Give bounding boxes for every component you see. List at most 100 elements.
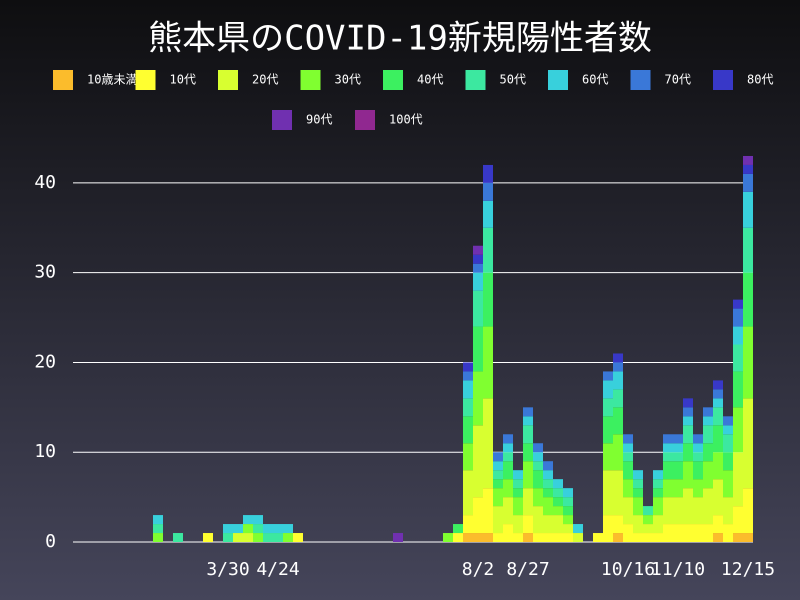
x-tick-label: 10/16: [601, 559, 655, 580]
bar-segment: [483, 200, 493, 228]
bar-segment: [713, 380, 723, 390]
bar-segment: [463, 371, 473, 381]
bar-segment: [613, 470, 623, 516]
bar-segment: [483, 398, 493, 489]
bar-segment: [473, 326, 483, 372]
legend-label: 10代: [170, 73, 196, 87]
bar-segment: [503, 479, 513, 498]
bar-segment: [733, 407, 743, 453]
bar-segment: [543, 479, 553, 489]
legend-label: 20代: [252, 73, 278, 87]
bar-segment: [473, 425, 483, 498]
bar-segment: [743, 155, 753, 165]
bar-segment: [153, 533, 163, 542]
bar-segment: [643, 533, 653, 542]
legend-swatch: [465, 70, 486, 90]
bar-segment: [733, 344, 743, 372]
bar-segment: [733, 371, 743, 408]
bar-segment: [663, 479, 673, 498]
x-tick-label: 12/15: [721, 559, 775, 580]
bar-segment: [543, 515, 553, 534]
bar-segment: [563, 488, 573, 498]
bar-segment: [713, 515, 723, 534]
bar-segment: [533, 470, 543, 489]
bar-segment: [603, 380, 613, 399]
bar-segment: [503, 443, 513, 453]
bar-segment: [273, 533, 283, 542]
bar-segment: [683, 416, 693, 426]
bar-segment: [603, 398, 613, 417]
bar-segment: [483, 533, 493, 542]
bar-segment: [243, 515, 253, 525]
legend-swatch: [355, 110, 375, 130]
bar-segment: [553, 506, 563, 516]
bar-segment: [673, 452, 683, 462]
bar-segment: [463, 443, 473, 471]
bar-segment: [463, 416, 473, 444]
bar-segment: [543, 461, 553, 471]
bar-segment: [543, 470, 553, 480]
bar-segment: [603, 371, 613, 381]
bar-segment: [243, 533, 253, 542]
bar-segment: [533, 533, 543, 542]
bar-segment: [693, 497, 703, 525]
y-tick-label: 40: [34, 172, 56, 193]
legend-label: 60代: [582, 73, 608, 87]
bar-segment: [703, 443, 713, 462]
bar-segment: [503, 461, 513, 480]
bar-segment: [533, 488, 543, 507]
bar-segment: [283, 524, 293, 534]
bar-segment: [713, 479, 723, 516]
bar-segment: [523, 425, 533, 444]
bar-segment: [523, 443, 533, 462]
bar-segment: [463, 380, 473, 399]
bar-segment: [233, 533, 243, 542]
bar-segment: [563, 524, 573, 534]
x-tick-label: 11/10: [651, 559, 705, 580]
bar-segment: [463, 362, 473, 372]
legend-swatch: [218, 70, 238, 90]
bar-segment: [153, 515, 163, 525]
bar-segment: [573, 533, 583, 542]
bar-segment: [723, 434, 733, 453]
bar-segment: [673, 524, 683, 542]
bar-segment: [613, 434, 623, 471]
legend-swatch: [272, 110, 292, 130]
bar-segment: [643, 506, 653, 516]
bar-segment: [633, 533, 643, 542]
bar-segment: [693, 461, 703, 480]
bar-segment: [493, 479, 503, 489]
legend-label: 40代: [417, 73, 443, 87]
bar-segment: [643, 515, 653, 525]
bar-segment: [553, 488, 563, 498]
bar-segment: [273, 524, 283, 534]
bar-segment: [623, 434, 633, 444]
bar-segment: [623, 524, 633, 542]
legend-label: 30代: [335, 73, 361, 87]
bar-segment: [223, 524, 233, 534]
legend-swatch: [548, 70, 568, 90]
legend-swatch: [135, 70, 156, 90]
bar-segment: [743, 533, 753, 542]
bar-segment: [543, 488, 553, 498]
bar-segment: [703, 407, 713, 417]
bar-segment: [613, 389, 623, 408]
bar-segment: [723, 470, 733, 498]
bar-segment: [613, 515, 623, 534]
bar-segment: [653, 497, 663, 516]
bar-segment: [483, 182, 493, 201]
bar-segment: [503, 434, 513, 444]
bar-segment: [723, 524, 733, 542]
bar-segment: [743, 488, 753, 534]
bar-segment: [713, 533, 723, 542]
bar-segment: [693, 524, 703, 542]
bar-segment: [253, 515, 263, 525]
legend-swatch: [300, 70, 321, 90]
bar-segment: [603, 515, 613, 542]
legend-label: 10歳未満: [87, 73, 137, 87]
y-tick-label: 30: [34, 262, 56, 283]
bar-segment: [713, 389, 723, 399]
bar-segment: [683, 461, 693, 489]
bar-segment: [553, 479, 563, 489]
